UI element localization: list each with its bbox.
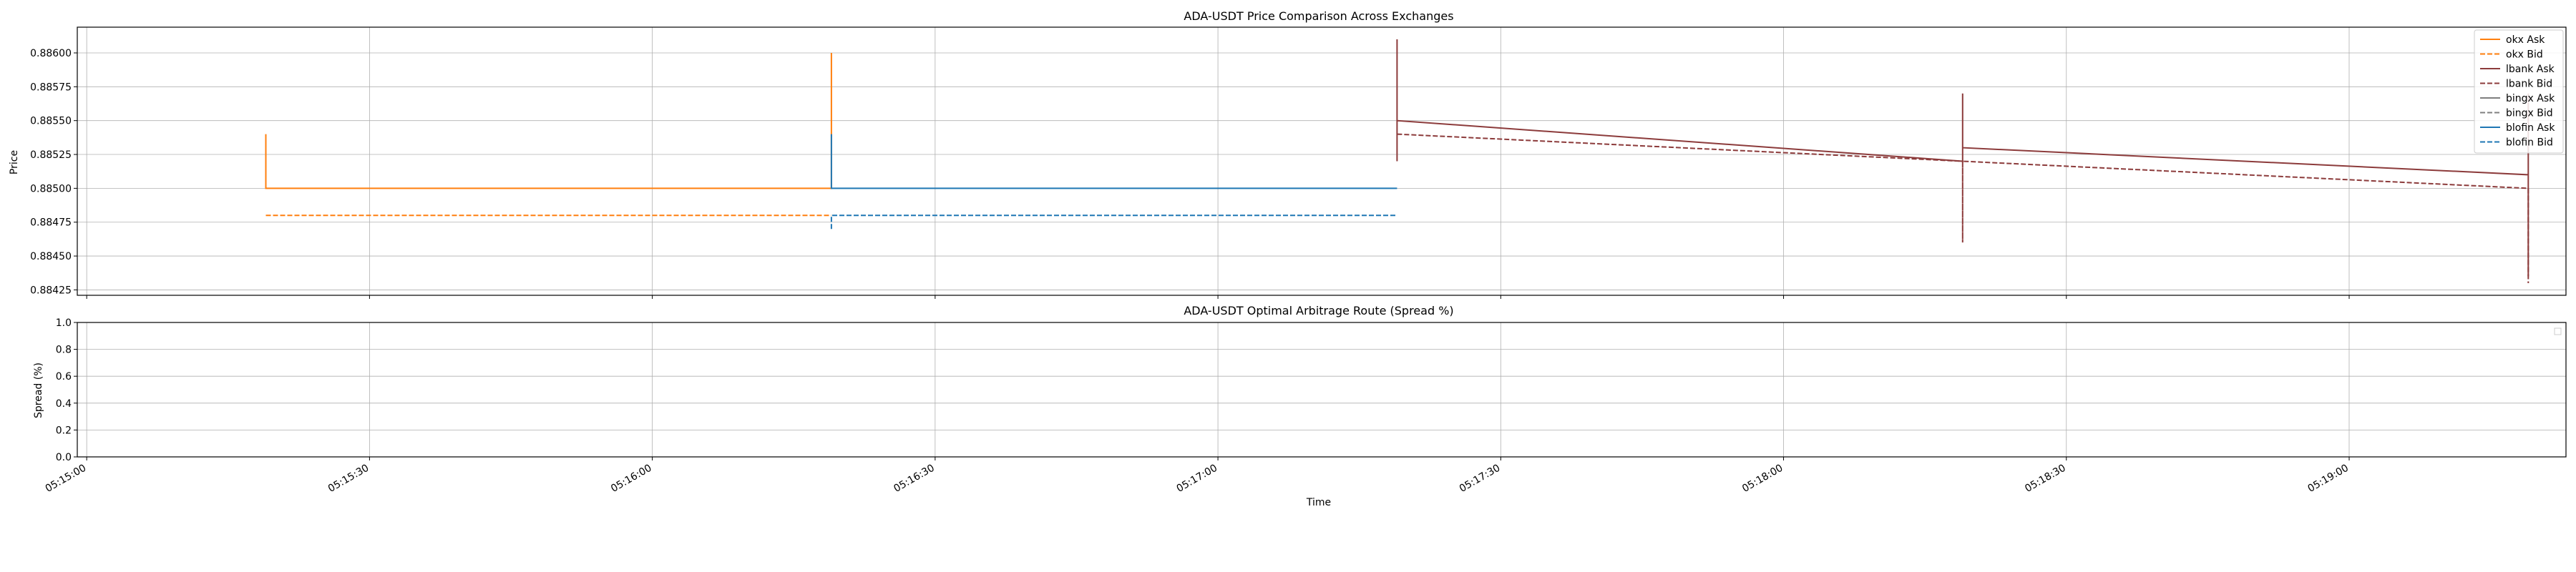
y-tick-label: 0.88575 (30, 82, 72, 93)
series-line-blofin-ask (830, 134, 1397, 189)
y-tick-label: 0.2 (56, 425, 72, 436)
y-tick-label: 0.4 (56, 398, 72, 410)
legend-label: bingx Ask (2506, 93, 2555, 104)
price-comparison-chart: ADA-USDT Price Comparison Across Exchang… (9, 9, 2567, 299)
y-tick-label: 0.6 (56, 371, 72, 383)
y-tick-label: 0.88550 (30, 116, 72, 127)
spread-chart-empty-legend (2554, 327, 2562, 335)
series-line-lbank-bid (1397, 133, 2529, 283)
y-tick-label: 0.88500 (30, 183, 72, 194)
price-chart-title: ADA-USDT Price Comparison Across Exchang… (1184, 9, 1453, 23)
y-tick-label: 0.88425 (30, 285, 72, 296)
x-tick-label: 05:19:00 (2306, 463, 2351, 495)
x-tick-label: 05:16:30 (892, 463, 936, 495)
x-tick-label: 05:15:00 (44, 463, 88, 495)
spread-chart-title: ADA-USDT Optimal Arbitrage Route (Spread… (1184, 304, 1453, 317)
y-tick-label: 0.88450 (30, 251, 72, 262)
spread-chart-x-axis-label: Time (1306, 497, 1331, 508)
y-tick-label: 0.0 (56, 452, 72, 463)
spread-chart-y-ticks: 0.0 0.2 0.4 0.6 0.8 1.0 (56, 317, 77, 463)
y-tick-label: 0.88525 (30, 149, 72, 161)
y-tick-label: 1.0 (56, 317, 72, 329)
legend-label: okx Bid (2506, 49, 2543, 61)
spread-chart-y-axis-label: Spread (%) (33, 363, 44, 418)
spread-chart: ADA-USDT Optimal Arbitrage Route (Spread… (33, 304, 2567, 508)
legend-label: okx Ask (2506, 34, 2545, 46)
spread-chart-grid (77, 322, 2566, 458)
legend-label: blofin Ask (2506, 122, 2555, 134)
price-chart-y-ticks: 0.88425 0.88450 0.88475 0.88500 0.88525 0.885… (30, 48, 77, 296)
price-chart-grid (77, 27, 2566, 295)
y-tick-label: 0.88475 (30, 217, 72, 229)
legend-label: bingx Bid (2506, 108, 2553, 119)
price-chart-x-ticks (86, 295, 2350, 299)
x-tick-label: 05:18:30 (2023, 463, 2067, 495)
spread-chart-x-ticks: 05:15:00 05:15:30 05:16:00 05:16:30 05:17:00… (44, 457, 2351, 495)
y-tick-label: 0.88600 (30, 48, 72, 59)
y-tick-label: 0.8 (56, 345, 72, 356)
spread-chart-frame (77, 322, 2567, 458)
x-tick-label: 05:15:30 (326, 463, 371, 495)
price-chart-series (265, 39, 2529, 283)
x-tick-label: 05:16:00 (609, 463, 653, 495)
x-tick-label: 05:18:00 (1740, 463, 1785, 495)
x-tick-label: 05:17:00 (1175, 463, 1219, 495)
price-chart-y-axis-label: Price (9, 150, 20, 174)
x-tick-label: 05:17:30 (1458, 463, 1502, 495)
legend-label: lbank Bid (2506, 79, 2552, 90)
series-line-blofin-bid (830, 214, 1397, 230)
legend-label: blofin Bid (2506, 137, 2553, 149)
legend-box (2474, 29, 2564, 154)
legend-label: lbank Ask (2506, 64, 2555, 75)
price-chart-frame (77, 26, 2567, 296)
price-chart-legend: okx Ask okx Bid lbank Ask lbank Bid bingx As… (2474, 29, 2564, 154)
